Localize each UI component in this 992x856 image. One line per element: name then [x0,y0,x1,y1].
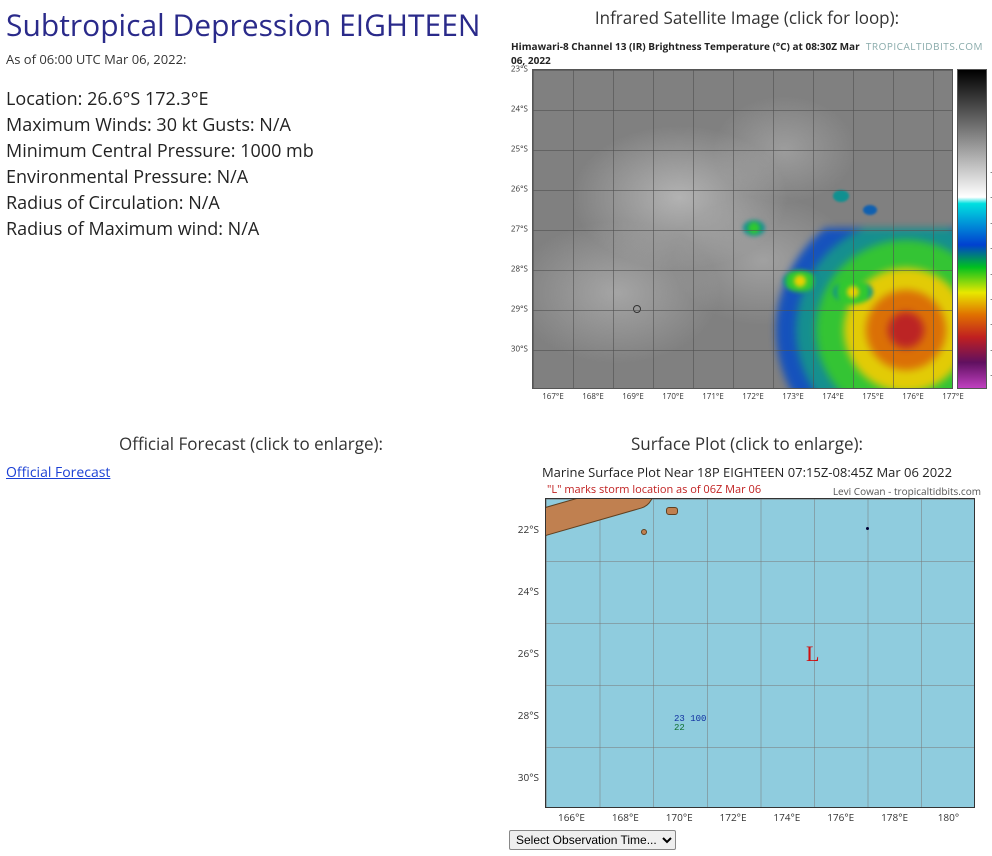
stat-pressure: Minimum Central Pressure: 1000 mb [6,138,496,164]
forecast-panel: Official Forecast (click to enlarge): Of… [6,432,496,850]
satellite-section-title: Infrared Satellite Image (click for loop… [595,6,899,29]
observation-time-select[interactable]: Select Observation Time... [509,830,676,850]
satellite-panel: Infrared Satellite Image (click for loop… [502,6,992,402]
stat-location: Location: 26.6°S 172.3°E [6,86,496,112]
island-small [641,529,647,535]
official-forecast-link[interactable]: Official Forecast [6,463,496,482]
surface-section-title: Surface Plot (click to enlarge): [631,432,863,455]
storm-L-marker: L [806,641,819,667]
satellite-map-area [532,69,953,389]
surface-map-area: L 23 100 22 [545,498,975,808]
storm-info-panel: Subtropical Depression EIGHTEEN As of 06… [6,6,496,402]
stat-roc: Radius of Circulation: N/A [6,190,496,216]
surface-panel: Surface Plot (click to enlarge): Marine … [502,432,992,850]
surface-plot-image[interactable]: 22°S24°S26°S28°S30°S L 23 100 22 [507,498,987,808]
surface-plot-title: Marine Surface Plot Near 18P EIGHTEEN 07… [507,463,987,481]
satellite-y-axis: 23°S24°S25°S26°S27°S28°S29°S30°S [507,69,532,389]
surface-y-axis: 22°S24°S26°S28°S30°S [507,498,545,808]
forecast-section-title: Official Forecast (click to enlarge): [6,432,496,455]
island-loyalty [666,507,678,515]
stat-rmw: Radius of Maximum wind: N/A [6,216,496,242]
satellite-source: TROPICALTIDBITS.COM [866,39,983,67]
satellite-caption: Himawari-8 Channel 13 (IR) Brightness Te… [511,39,866,67]
storm-asof: As of 06:00 UTC Mar 06, 2022: [6,50,496,68]
surface-x-axis: 166°E168°E170°E172°E174°E176°E178°E180° [545,808,975,824]
buoy-observation: 23 100 22 [674,715,734,733]
satellite-x-axis: 167°E168°E169°E170°E171°E172°E173°E174°E… [533,389,973,402]
map-dot [866,527,869,530]
stat-env-pressure: Environmental Pressure: N/A [6,164,496,190]
satellite-colorbar: 3020100-10-20-30-40-50-60-70-80-90 [957,69,987,389]
stat-winds: Maximum Winds: 30 kt Gusts: N/A [6,112,496,138]
storm-title: Subtropical Depression EIGHTEEN [6,6,496,44]
satellite-image[interactable]: Himawari-8 Channel 13 (IR) Brightness Te… [507,37,987,402]
